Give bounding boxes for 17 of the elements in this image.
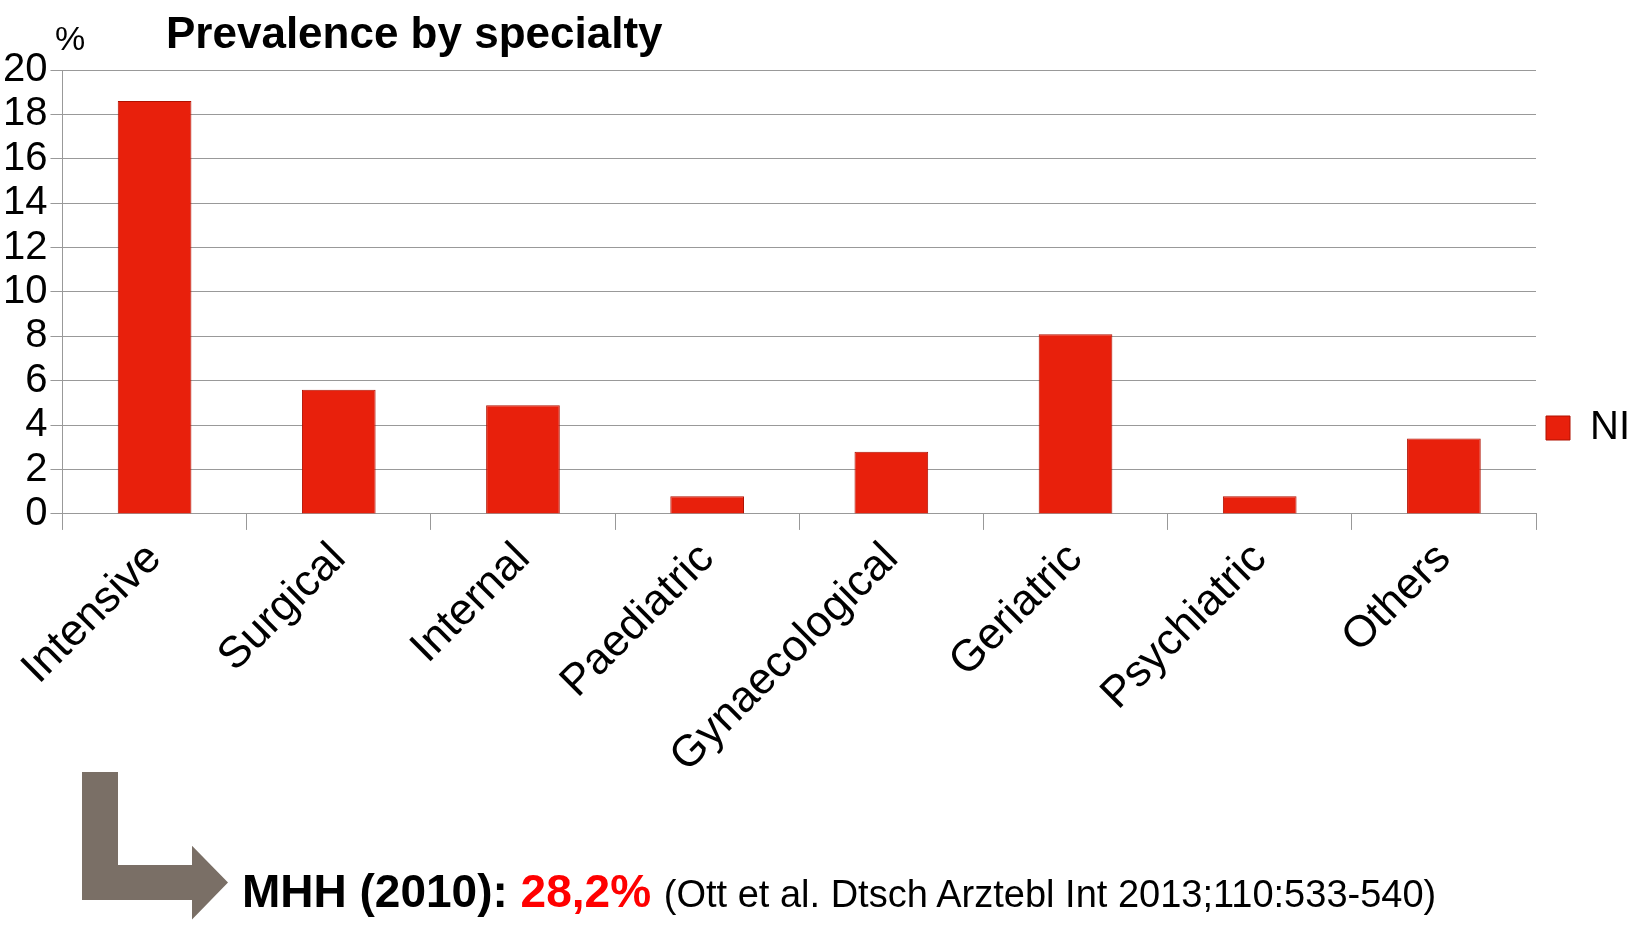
y-tick-label: 4 [25,400,48,445]
y-axis-title: % [54,19,86,57]
y-tick-label: 16 [2,133,48,178]
y-tick-label: 10 [2,267,48,311]
text: MHH (2010): [242,865,508,917]
chart-title: Prevalence by specialty [166,8,664,57]
y-tick-label: 0 [25,488,48,533]
text: 28,2% [520,865,652,917]
y-tick-label: 18 [2,89,48,134]
y-tick-label: 12 [2,222,48,267]
y-tick-label: 2 [25,444,48,489]
y-tick-label: 6 [25,355,48,400]
y-tick-label: 14 [2,178,48,223]
text: (Ott et al. Dtsch Arztebl Int 2013;110:533-540) [663,873,1437,915]
y-tick-label: 8 [25,311,48,356]
y-tick-label: 20 [2,45,48,90]
legend-label: NI [1590,403,1630,448]
